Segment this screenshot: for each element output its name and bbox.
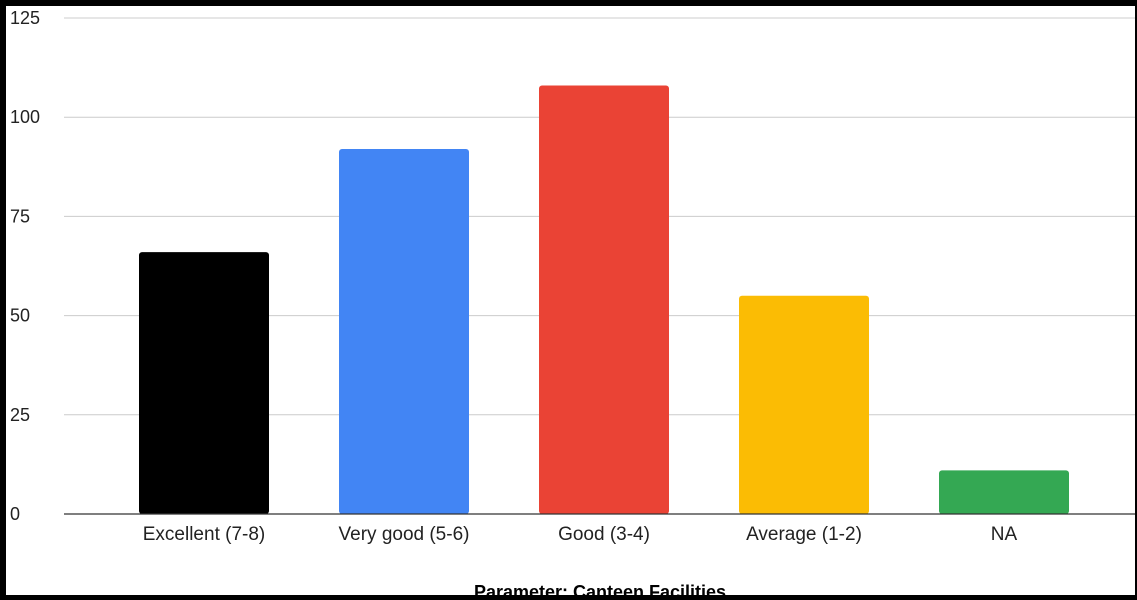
x-axis-title: Parameter: Canteen Facilities	[474, 582, 726, 600]
x-tick-label: Good (3-4)	[558, 524, 650, 545]
y-tick-label: 50	[10, 306, 30, 326]
bar	[739, 295, 869, 514]
y-tick-label: 100	[10, 107, 40, 127]
x-tick-label: Excellent (7-8)	[143, 524, 266, 545]
y-axis-ticks: 0 25 50 75 100 125	[10, 8, 40, 524]
bar	[339, 148, 469, 514]
bars	[139, 85, 1069, 515]
x-tick-label: Very good (5-6)	[339, 524, 470, 545]
y-tick-label: 25	[10, 405, 30, 425]
x-tick-label: NA	[991, 524, 1018, 545]
y-tick-label: 0	[10, 504, 20, 524]
bar-chart: 0 25 50 75 100 125 Excellent (7-8) Very good (…	[10, 8, 1135, 600]
y-tick-label: 75	[10, 206, 30, 226]
bar	[139, 252, 269, 514]
x-tick-label: Average (1-2)	[746, 524, 862, 545]
y-tick-label: 125	[10, 8, 40, 28]
bar	[939, 470, 1069, 514]
x-axis-ticks: Excellent (7-8) Very good (5-6) Good (3-4)…	[143, 524, 1018, 545]
bar	[539, 85, 669, 515]
